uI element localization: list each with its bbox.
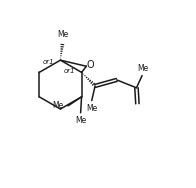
Text: Me: Me — [57, 30, 68, 39]
Text: Me: Me — [86, 104, 97, 113]
Text: or1: or1 — [43, 59, 54, 65]
Text: or1: or1 — [64, 68, 75, 74]
Text: Me: Me — [137, 64, 149, 73]
Text: Me: Me — [75, 116, 86, 125]
Text: Me: Me — [52, 101, 63, 110]
Text: O: O — [87, 60, 94, 70]
